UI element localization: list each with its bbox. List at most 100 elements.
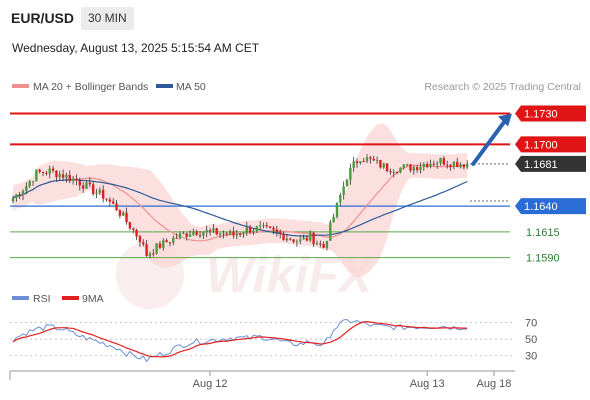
candle [208, 228, 212, 236]
candle [235, 229, 238, 240]
candle [248, 224, 252, 234]
candle-body [11, 197, 15, 202]
candle-body [252, 230, 255, 233]
candle [312, 231, 315, 247]
candle-body [75, 178, 78, 181]
candle-body [118, 210, 122, 216]
candle [38, 168, 41, 174]
ma50-legend-label: MA 50 [176, 81, 206, 93]
candle-body [178, 233, 182, 239]
candle [168, 241, 172, 247]
candle-body [272, 227, 275, 230]
candle [188, 230, 192, 237]
candle-body [235, 233, 238, 236]
candle [148, 251, 152, 259]
candle [185, 232, 188, 241]
rsi-panel: 70 50 30 [10, 318, 537, 363]
candle [375, 156, 379, 165]
candle [369, 155, 372, 164]
candle-body [192, 231, 195, 235]
candle-body [15, 194, 18, 198]
candle [365, 154, 369, 164]
candle [282, 231, 285, 241]
candle [145, 240, 148, 257]
candle-body [375, 159, 379, 161]
candle-body [95, 192, 98, 194]
bollinger-band-area [13, 123, 468, 278]
candle-body [319, 243, 322, 245]
candle-body [218, 233, 222, 235]
candle [446, 160, 449, 169]
candle [425, 161, 429, 169]
candle-body [145, 244, 148, 256]
candle-body [345, 179, 349, 187]
candle [419, 162, 422, 174]
candle [399, 167, 402, 174]
candle [252, 228, 255, 236]
candle [25, 182, 28, 195]
candle-body [399, 167, 402, 173]
rsi-legend-label: RSI [33, 293, 51, 305]
candle-body [125, 212, 128, 223]
candle-body [198, 234, 202, 236]
symbol-label: EUR/USD [11, 10, 75, 26]
candle [295, 239, 299, 247]
candle-body [322, 243, 325, 248]
candle [389, 168, 392, 176]
candle [135, 228, 138, 241]
candle [122, 211, 125, 216]
candle-body [51, 168, 55, 171]
level-label-1.1700: 1.1700 [524, 139, 558, 151]
candle [342, 181, 345, 200]
candle-body [292, 239, 295, 242]
candle [422, 162, 426, 171]
rsi-ma-legend-swatch [62, 296, 79, 300]
x-tick-label: Aug 13 [410, 378, 445, 390]
timeframe-button[interactable]: 30 MIN [81, 7, 134, 30]
candle-body [382, 163, 385, 168]
candle [315, 240, 319, 246]
ma20-legend-swatch [12, 84, 29, 88]
candle-body [185, 233, 188, 237]
candle [55, 170, 58, 182]
level-label-1.1640: 1.1640 [524, 201, 558, 213]
candle [292, 239, 295, 244]
candle [165, 238, 168, 243]
candle [245, 221, 248, 236]
candle [379, 159, 382, 169]
candle-body [329, 222, 332, 241]
candle [88, 177, 92, 188]
candle-body [268, 226, 272, 228]
candle [332, 213, 335, 223]
candle [355, 158, 359, 168]
candle-body [101, 189, 105, 199]
candle-body [279, 231, 282, 234]
candle-body [305, 237, 309, 241]
level-tag-1.1640 [515, 198, 586, 215]
candle-body [352, 161, 355, 168]
candle-body [355, 161, 359, 164]
candle [21, 189, 25, 201]
x-tick-label: Aug 12 [193, 378, 228, 390]
candle [385, 163, 389, 173]
candle [202, 231, 205, 239]
candle [81, 182, 85, 193]
rsi-tick-30: 30 [525, 351, 537, 363]
level-tag-1.1730 [515, 105, 586, 122]
candle-body [115, 203, 118, 211]
candle [31, 180, 35, 186]
candle-body [335, 202, 339, 217]
candle-body [309, 232, 312, 241]
candle [299, 235, 302, 245]
candle-body [395, 171, 399, 173]
candle-body [456, 161, 459, 167]
candle-body [466, 163, 469, 168]
candle-body [429, 163, 432, 167]
candle [289, 237, 292, 241]
rsi-legend-swatch [12, 296, 29, 300]
candle [439, 157, 442, 166]
candle [198, 231, 202, 239]
candle-body [315, 243, 319, 245]
rsi-line [12, 318, 468, 363]
candle [349, 163, 352, 185]
